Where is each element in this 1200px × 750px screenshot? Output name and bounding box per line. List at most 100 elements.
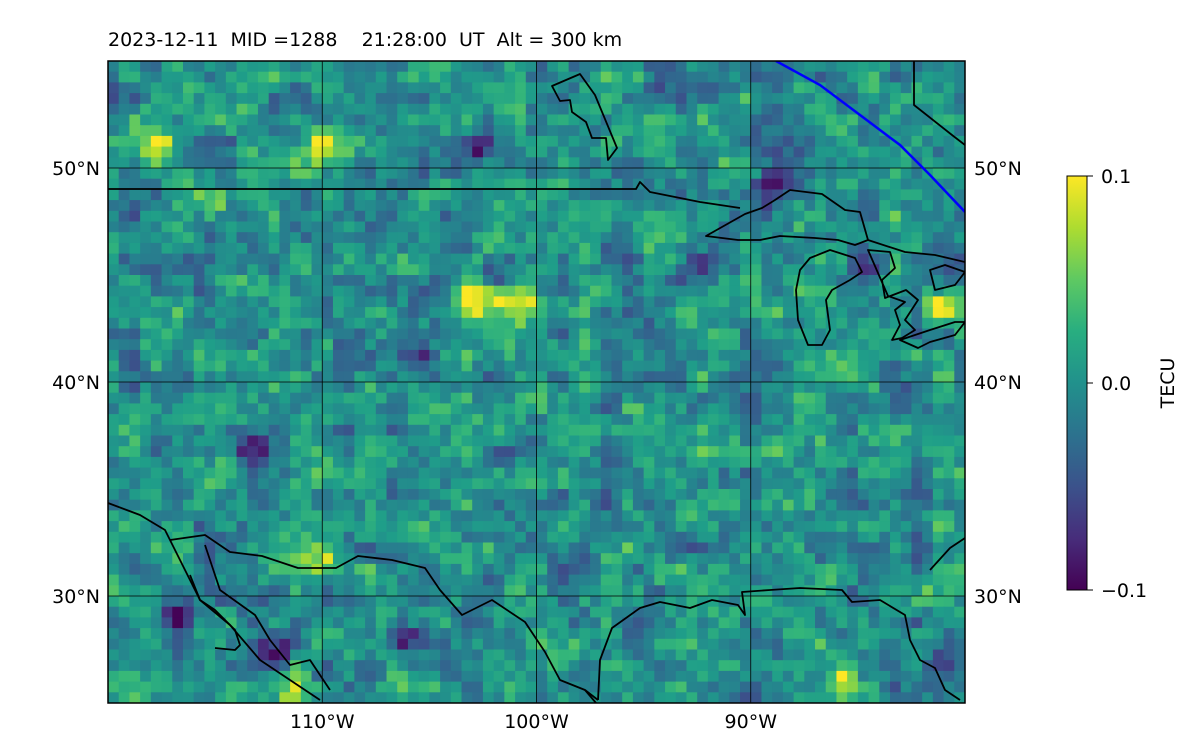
heatmap-cell bbox=[300, 114, 313, 126]
heatmap-cell bbox=[365, 317, 377, 330]
heatmap-cell bbox=[182, 446, 195, 458]
heatmap-cell bbox=[343, 456, 355, 469]
heatmap-cell bbox=[204, 521, 216, 533]
heatmap-cell bbox=[397, 339, 409, 351]
heatmap-cell bbox=[643, 660, 655, 672]
heatmap-cell bbox=[600, 360, 613, 372]
heatmap-cell bbox=[397, 456, 409, 469]
heatmap-cell bbox=[493, 424, 505, 437]
heatmap-cell bbox=[343, 521, 355, 533]
heatmap-cell bbox=[504, 403, 516, 415]
heatmap-cell bbox=[793, 371, 805, 383]
heatmap-cell bbox=[268, 307, 280, 319]
heatmap-cell bbox=[750, 617, 763, 629]
heatmap-cell bbox=[215, 681, 227, 693]
heatmap-cell bbox=[236, 403, 248, 415]
heatmap-cell bbox=[365, 414, 377, 426]
heatmap-cell bbox=[450, 403, 463, 415]
heatmap-cell bbox=[365, 125, 377, 137]
heatmap-cell bbox=[793, 435, 805, 447]
heatmap-cell bbox=[686, 275, 698, 287]
heatmap-cell bbox=[407, 189, 420, 201]
heatmap-cell bbox=[815, 456, 827, 469]
heatmap-cell bbox=[579, 307, 591, 319]
heatmap-cell bbox=[547, 360, 559, 372]
heatmap-cell bbox=[161, 307, 173, 319]
heatmap-cell bbox=[900, 510, 913, 522]
heatmap-cell bbox=[332, 414, 345, 426]
heatmap-cell bbox=[632, 392, 645, 404]
heatmap-cell bbox=[590, 553, 602, 565]
heatmap-cell bbox=[643, 670, 655, 683]
heatmap-cell bbox=[343, 114, 355, 126]
heatmap-cell bbox=[943, 638, 955, 651]
heatmap-cell bbox=[815, 210, 827, 223]
heatmap-cell bbox=[300, 82, 313, 94]
heatmap-cell bbox=[386, 221, 398, 233]
heatmap-cell bbox=[632, 307, 645, 319]
heatmap-cell bbox=[772, 242, 784, 255]
heatmap-cell bbox=[686, 296, 698, 308]
heatmap-cell bbox=[257, 232, 270, 244]
heatmap-cell bbox=[804, 446, 816, 458]
heatmap-cell bbox=[707, 563, 720, 576]
heatmap-cell bbox=[707, 424, 720, 437]
heatmap-cell bbox=[215, 339, 227, 351]
heatmap-cell bbox=[108, 467, 120, 479]
heatmap-cell bbox=[418, 114, 430, 126]
heatmap-cell bbox=[697, 168, 709, 180]
heatmap-cell bbox=[932, 521, 945, 533]
heatmap-cell bbox=[857, 681, 870, 693]
heatmap-cell bbox=[772, 360, 784, 372]
heatmap-cell bbox=[686, 606, 698, 618]
heatmap-cell bbox=[857, 392, 870, 404]
heatmap-cell bbox=[418, 660, 430, 672]
heatmap-cell bbox=[418, 681, 430, 693]
heatmap-cell bbox=[140, 264, 152, 276]
heatmap-cell bbox=[568, 446, 580, 458]
heatmap-cell bbox=[857, 285, 870, 297]
heatmap-cell bbox=[472, 285, 484, 297]
heatmap-cell bbox=[686, 253, 698, 265]
heatmap-cell bbox=[332, 253, 345, 265]
heatmap-cell bbox=[386, 71, 398, 83]
heatmap-cell bbox=[879, 424, 891, 437]
heatmap-cell bbox=[536, 296, 548, 308]
heatmap-cell bbox=[386, 478, 398, 490]
heatmap-cell bbox=[472, 210, 484, 223]
heatmap-cell bbox=[772, 478, 784, 490]
heatmap-cell bbox=[332, 424, 345, 437]
heatmap-cell bbox=[911, 339, 923, 351]
heatmap-cell bbox=[118, 585, 131, 597]
heatmap-cell bbox=[515, 114, 527, 126]
heatmap-cell bbox=[718, 103, 730, 116]
heatmap-cell bbox=[675, 307, 688, 319]
heatmap-cell bbox=[729, 135, 741, 148]
heatmap-cell bbox=[140, 317, 152, 330]
heatmap-cell bbox=[343, 146, 355, 158]
heatmap-cell bbox=[182, 456, 195, 469]
heatmap-cell bbox=[204, 510, 216, 522]
heatmap-cell bbox=[161, 478, 173, 490]
heatmap-cell bbox=[472, 82, 484, 94]
heatmap-cell bbox=[900, 628, 913, 640]
heatmap-cell bbox=[857, 585, 870, 597]
heatmap-cell bbox=[536, 456, 548, 469]
heatmap-cell bbox=[740, 82, 752, 94]
heatmap-cell bbox=[354, 414, 366, 426]
heatmap-cell bbox=[429, 649, 441, 661]
heatmap-cell bbox=[654, 574, 666, 586]
heatmap-cell bbox=[579, 456, 591, 469]
heatmap-cell bbox=[750, 285, 763, 297]
heatmap-cell bbox=[536, 275, 548, 287]
heatmap-cell bbox=[450, 61, 463, 73]
heatmap-cell bbox=[407, 531, 420, 544]
heatmap-cell bbox=[632, 510, 645, 522]
heatmap-cell bbox=[622, 221, 634, 233]
heatmap-cell bbox=[193, 264, 206, 276]
heatmap-cell bbox=[911, 189, 923, 201]
heatmap-cell bbox=[568, 168, 580, 180]
heatmap-cell bbox=[761, 146, 773, 158]
heatmap-cell bbox=[857, 499, 870, 511]
heatmap-cell bbox=[236, 253, 248, 265]
